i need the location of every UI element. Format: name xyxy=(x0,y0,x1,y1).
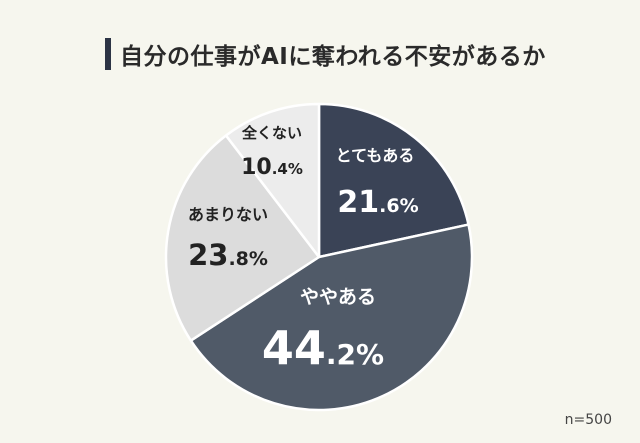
slice-value-label-1: 21.6% xyxy=(337,185,418,220)
slice-category-label-3: あまりない xyxy=(188,205,268,224)
pie-slice-4 xyxy=(224,102,321,259)
title-accent-bar xyxy=(105,38,111,70)
slice-value-label-2: 44.2% xyxy=(262,321,384,375)
pie-slice-3 xyxy=(164,134,321,342)
slice-category-label-4: 全くない xyxy=(241,124,302,142)
chart-title: 自分の仕事がAIに奪われる不安があるか xyxy=(120,44,546,70)
slice-value-label-3: 23.8% xyxy=(188,238,268,272)
slice-value-label-4: 10.4% xyxy=(241,155,303,180)
slice-category-label-1: とてもある xyxy=(336,146,415,165)
sample-size-label: n=500 xyxy=(564,412,612,428)
pie-slice-1 xyxy=(317,102,470,259)
pie-slice-2 xyxy=(189,223,474,412)
slice-category-label-2: ややある xyxy=(300,286,376,308)
